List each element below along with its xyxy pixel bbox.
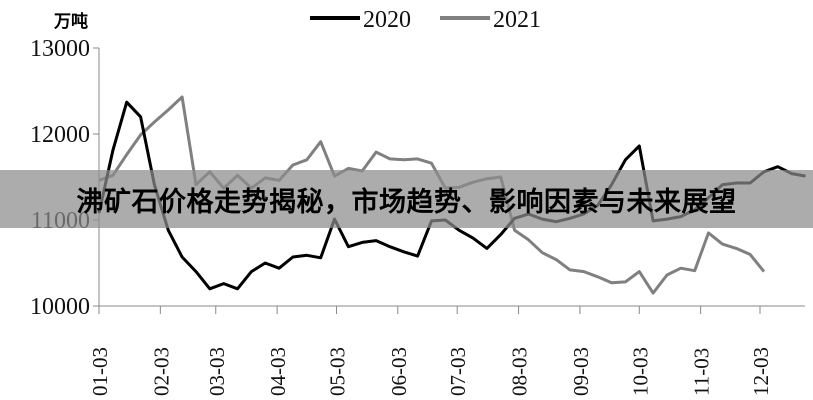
x-tick-label: 05-03	[325, 347, 349, 396]
axes: 1000011000120001300001-0302-0303-0304-03…	[30, 36, 805, 396]
legend-label-2021: 2021	[493, 7, 541, 33]
x-tick-label: 04-03	[266, 347, 290, 396]
legend: 2020 2021	[310, 7, 541, 33]
x-tick-label: 10-03	[628, 347, 652, 396]
y-axis-unit-label: 万吨	[53, 11, 88, 31]
x-tick-label: 06-03	[387, 347, 411, 396]
x-tick-label: 09-03	[569, 347, 593, 396]
y-tick-label: 12000	[30, 122, 90, 148]
y-tick-label: 13000	[30, 36, 90, 62]
banner-title: 沸矿石价格走势揭秘，市场趋势、影响因素与未来展望	[76, 186, 737, 218]
x-tick-label: 01-03	[88, 347, 112, 396]
legend-label-2020: 2020	[363, 7, 411, 33]
y-tick-label: 10000	[30, 294, 90, 320]
x-tick-label: 11-03	[690, 348, 714, 396]
x-tick-label: 08-03	[508, 347, 532, 396]
x-tick-label: 12-03	[749, 347, 773, 396]
title-banner: 沸矿石价格走势揭秘，市场趋势、影响因素与未来展望	[0, 170, 813, 228]
x-tick-label: 02-03	[149, 347, 173, 396]
x-tick-label: 07-03	[446, 347, 470, 396]
x-tick-label: 03-03	[205, 347, 229, 396]
